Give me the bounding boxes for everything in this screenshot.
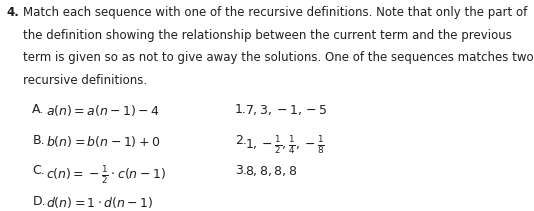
Text: $1, -\frac{1}{2}, \frac{1}{4}, -\frac{1}{8}$: $1, -\frac{1}{2}, \frac{1}{4}, -\frac{1}…	[245, 134, 325, 156]
Text: $b(n) = b(n-1) + 0$: $b(n) = b(n-1) + 0$	[46, 134, 160, 149]
Text: B.: B.	[33, 134, 45, 147]
Text: 2.: 2.	[234, 134, 247, 147]
Text: $8, 8, 8, 8$: $8, 8, 8, 8$	[245, 165, 297, 179]
Text: $d(n) = 1 \cdot d(n-1)$: $d(n) = 1 \cdot d(n-1)$	[46, 195, 154, 210]
Text: 4.: 4.	[7, 6, 20, 19]
Text: $7, 3, -1, -5$: $7, 3, -1, -5$	[245, 103, 328, 117]
Text: the definition showing the relationship between the current term and the previou: the definition showing the relationship …	[23, 29, 512, 42]
Text: 1.: 1.	[234, 103, 247, 116]
Text: C.: C.	[33, 165, 45, 177]
Text: $c(n) = -\frac{1}{2} \cdot c(n-1)$: $c(n) = -\frac{1}{2} \cdot c(n-1)$	[46, 165, 166, 186]
Text: D.: D.	[33, 195, 46, 208]
Text: Match each sequence with one of the recursive definitions. Note that only the pa: Match each sequence with one of the recu…	[23, 6, 527, 19]
Text: 3.: 3.	[234, 165, 247, 177]
Text: term is given so as not to give away the solutions. One of the sequences matches: term is given so as not to give away the…	[23, 51, 533, 64]
Text: A.: A.	[33, 103, 45, 116]
Text: recursive definitions.: recursive definitions.	[23, 74, 147, 87]
Text: $a(n) = a(n-1) - 4$: $a(n) = a(n-1) - 4$	[46, 103, 160, 118]
